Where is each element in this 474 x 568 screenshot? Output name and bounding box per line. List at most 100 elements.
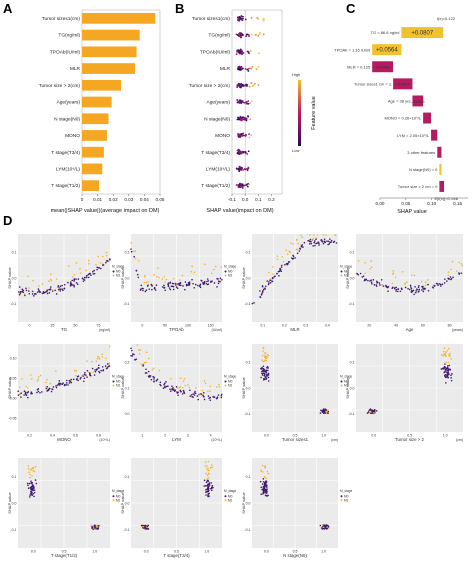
d-xlabel: T stage(T3/4) (163, 553, 190, 558)
scatter-point (175, 385, 178, 388)
scatter-point (272, 273, 274, 275)
scatter-point (204, 281, 207, 284)
scatter-point (319, 524, 322, 527)
waterfall-bar-0 (401, 27, 444, 39)
scatter-point (173, 390, 176, 392)
scatter-point (397, 290, 399, 293)
waterfall-bar-6 (431, 129, 438, 141)
a-tick-label-4: 0.04 (140, 197, 149, 202)
scatter-point (445, 368, 448, 371)
scatter-point (147, 280, 149, 283)
scatter-point (268, 281, 270, 283)
scatter-point (194, 283, 197, 286)
d-xtick-1: 0.5 (407, 434, 412, 438)
scatter-point (450, 277, 453, 280)
scatter-point (25, 394, 28, 396)
swarm-point (238, 68, 241, 71)
d-xtick-2: 1.0 (92, 550, 97, 554)
scatter-point (276, 255, 279, 257)
scatter-point (401, 270, 404, 273)
scatter-point (156, 275, 158, 278)
d-legend-swatch (112, 499, 115, 502)
d-legend-swatch (340, 384, 343, 387)
d-legend-title: M_stage (112, 374, 124, 378)
scatter-point (134, 359, 136, 361)
scatter-point (164, 386, 166, 389)
scatter-point (21, 290, 24, 293)
scatter-point (322, 234, 325, 236)
scatter-point (33, 295, 35, 297)
swarm-point (251, 65, 254, 68)
scatter-point (448, 353, 450, 356)
scatter-point (385, 284, 387, 287)
scatter-point (203, 281, 206, 284)
d-legend-swatch (224, 270, 227, 273)
bar-label-7: MONO (65, 133, 80, 139)
scatter-point (165, 381, 167, 383)
swarm-point (238, 186, 241, 188)
swarm-point (259, 31, 261, 34)
scatter-point (148, 288, 151, 290)
scatter-point (444, 354, 447, 357)
scatter-point (301, 236, 303, 238)
scatter-point (29, 473, 31, 476)
scatter-point (18, 386, 21, 389)
scatter-point (82, 374, 84, 377)
scatter-point (79, 272, 82, 274)
scatter-point (211, 484, 214, 487)
scatter-point (446, 365, 449, 367)
scatter-point (73, 286, 75, 288)
scatter-point (397, 288, 399, 290)
b-tick-label-0: -0.1 (228, 197, 236, 202)
swarm-point (257, 66, 260, 68)
scatter-point (81, 277, 84, 280)
scatter-point (445, 361, 447, 363)
d-ytick-2: -0.1 (244, 528, 250, 532)
scatter-point (451, 373, 453, 375)
d-legend-label: M0 (228, 380, 233, 384)
d-legend-label: M0 (116, 380, 121, 384)
d-legend-label: M0 (116, 270, 121, 274)
scatter-point (266, 365, 269, 368)
scatter-point (264, 355, 267, 358)
scatter-point (282, 260, 285, 263)
d-legend-title: M_stage (224, 489, 236, 493)
scatter-point (278, 274, 280, 277)
d-xtick-2: 1.0 (443, 434, 448, 438)
d-legend-label: M1 (344, 384, 349, 388)
scatter-point (266, 488, 268, 490)
scatter-point (361, 276, 364, 278)
scatter-point (49, 273, 52, 276)
scatter-point (266, 366, 268, 369)
scatter-point (148, 376, 151, 378)
d-xtick-0: 0.0 (371, 434, 376, 438)
scatter-point (65, 382, 68, 384)
c-tick-label-1: 0.05 (401, 201, 410, 206)
swarm-point (257, 84, 260, 86)
swarm-point (244, 18, 247, 21)
scatter-point (299, 248, 302, 250)
scatter-point (265, 490, 268, 492)
scatter-point (148, 357, 150, 360)
swarm-point (262, 33, 265, 36)
scatter-point (144, 372, 147, 374)
scatter-point (130, 250, 133, 253)
scatter-point (269, 278, 272, 280)
scatter-point (362, 275, 365, 277)
scatter-point (30, 378, 33, 380)
d-legend-swatch (224, 499, 227, 502)
swarm-point (237, 134, 240, 137)
scatter-point (177, 391, 179, 394)
scatter-point (320, 409, 322, 412)
scatter-point (197, 398, 200, 401)
scatter-point (204, 465, 207, 467)
scatter-point (312, 245, 314, 247)
scatter-point (261, 354, 264, 357)
d-ytick-2: -0.1 (123, 528, 129, 532)
scatter-point (202, 283, 205, 285)
d-ylabel: SHAP value (241, 376, 246, 398)
scatter-point (206, 477, 208, 480)
scatter-point (280, 264, 283, 267)
waterfall-feature-4: Age = 38 yrs (388, 99, 411, 104)
scatter-point (207, 488, 209, 491)
